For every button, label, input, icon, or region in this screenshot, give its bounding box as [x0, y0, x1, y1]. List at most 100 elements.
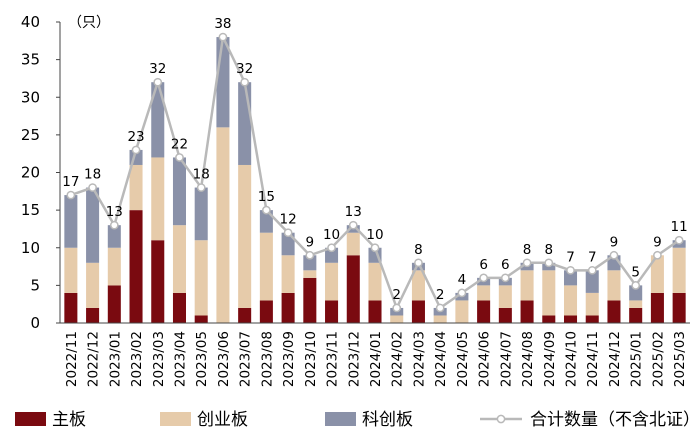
total-marker [131, 145, 141, 155]
bar-segment-chinext [238, 164, 252, 308]
total-data-label: 8 [544, 242, 553, 258]
legend-label: 科创板 [362, 410, 413, 430]
total-marker [414, 258, 423, 268]
total-data-label: 9 [653, 234, 662, 250]
bar-segment-main [650, 292, 664, 323]
legend-swatch [160, 412, 191, 426]
bar-segment-star [86, 187, 100, 263]
bar-segment-chinext [172, 225, 186, 293]
total-data-label: 6 [479, 257, 488, 273]
bar-segment-chinext [86, 262, 100, 308]
y-tick-label: 30 [21, 88, 40, 106]
bar-segment-star [64, 195, 78, 248]
bar-segment-chinext [672, 247, 686, 293]
bar-segment-star [107, 225, 121, 248]
bar-segment-main [411, 300, 425, 323]
total-marker [109, 220, 119, 230]
x-tick-label: 2024/08 [520, 331, 536, 387]
y-tick-label: 40 [21, 13, 40, 31]
x-tick-label: 2023/06 [216, 331, 232, 387]
x-tick-label: 2023/01 [107, 331, 123, 387]
x-tick-label: 2024/07 [498, 331, 514, 387]
x-tick-label: 2022/12 [86, 331, 102, 387]
legend-label: 主板 [52, 410, 86, 430]
total-data-label: 5 [631, 264, 640, 280]
x-tick-label: 2024/03 [411, 331, 427, 387]
bar-segment-main [259, 300, 273, 323]
total-marker [653, 250, 662, 260]
bar-segment-main [325, 300, 339, 323]
bar-segment-main [368, 300, 382, 323]
bar-segment-chinext [390, 315, 404, 323]
total-data-label: 4 [458, 272, 467, 288]
bar-segment-main [477, 300, 491, 323]
total-data-label: 10 [366, 227, 383, 243]
bar-segment-main [498, 307, 512, 323]
bar-segment-main [107, 285, 121, 323]
total-marker [305, 250, 315, 260]
y-axis: 0 5 10 15 20 25 30 35 40 [21, 13, 61, 332]
y-tick-label: 5 [30, 276, 40, 294]
bar-segment-main [64, 292, 78, 323]
total-marker [262, 205, 271, 215]
x-tick-label: 2023/02 [129, 331, 145, 387]
total-marker [392, 303, 402, 313]
x-tick-label: 2023/08 [259, 331, 275, 387]
bar-segment-chinext [368, 262, 382, 301]
total-marker [240, 77, 250, 87]
total-marker [587, 265, 597, 275]
legend-label: 创业板 [197, 410, 248, 430]
bar-segment-star [303, 255, 317, 271]
bar-segment-chinext [151, 157, 165, 241]
bar-segment-main [607, 300, 621, 323]
total-data-label: 8 [414, 242, 423, 258]
x-tick-label: 2024/09 [542, 331, 558, 387]
bar-segment-chinext [455, 300, 469, 323]
total-marker [609, 250, 619, 260]
bar-segment-chinext [564, 285, 578, 316]
bar-segment-main [151, 240, 165, 323]
total-data-label: 17 [62, 174, 79, 190]
bar-segment-chinext [629, 300, 643, 308]
total-marker [283, 228, 293, 238]
x-tick-label: 2025/02 [650, 331, 666, 387]
total-data-label: 7 [566, 249, 575, 265]
total-marker [327, 243, 336, 253]
total-data-label: 12 [280, 212, 297, 228]
bar-segment-main [238, 307, 252, 323]
x-tick-label: 2023/10 [303, 331, 319, 387]
x-tick-label: 2024/11 [585, 331, 601, 387]
bars [64, 37, 686, 323]
total-marker [66, 190, 76, 200]
bar-segment-chinext [498, 285, 512, 308]
x-tick-label: 2024/10 [564, 331, 580, 387]
bar-segment-chinext [477, 285, 491, 301]
total-data-label: 32 [149, 61, 166, 77]
x-tick-label: 2023/11 [325, 331, 341, 387]
total-marker [631, 281, 641, 290]
total-marker [457, 288, 467, 298]
y-tick-label: 35 [21, 51, 40, 69]
bar-segment-star [194, 187, 208, 241]
bar-segment-chinext [129, 164, 143, 211]
x-tick-label: 2025/01 [629, 331, 645, 387]
bar-segment-chinext [107, 247, 121, 286]
bar-segment-main [194, 315, 208, 323]
legend: 主板 创业板 科创板 合计数量（不含北证） [15, 410, 700, 430]
total-marker [479, 273, 488, 283]
bar-segment-chinext [259, 232, 273, 301]
total-marker [196, 183, 206, 192]
bar-segment-main [303, 277, 317, 323]
bar-segment-main [520, 300, 534, 323]
total-marker [674, 235, 684, 245]
bar-segment-chinext [433, 315, 447, 323]
y-tick-label: 20 [21, 164, 40, 182]
x-tick-label: 2024/01 [368, 331, 384, 387]
bar-segment-main [542, 315, 556, 323]
x-tick-label: 2023/07 [238, 331, 254, 387]
total-marker [522, 258, 532, 268]
bar-segment-main [281, 292, 295, 323]
legend-label: 合计数量（不含北证） [530, 410, 700, 430]
bar-segment-chinext [194, 240, 208, 316]
